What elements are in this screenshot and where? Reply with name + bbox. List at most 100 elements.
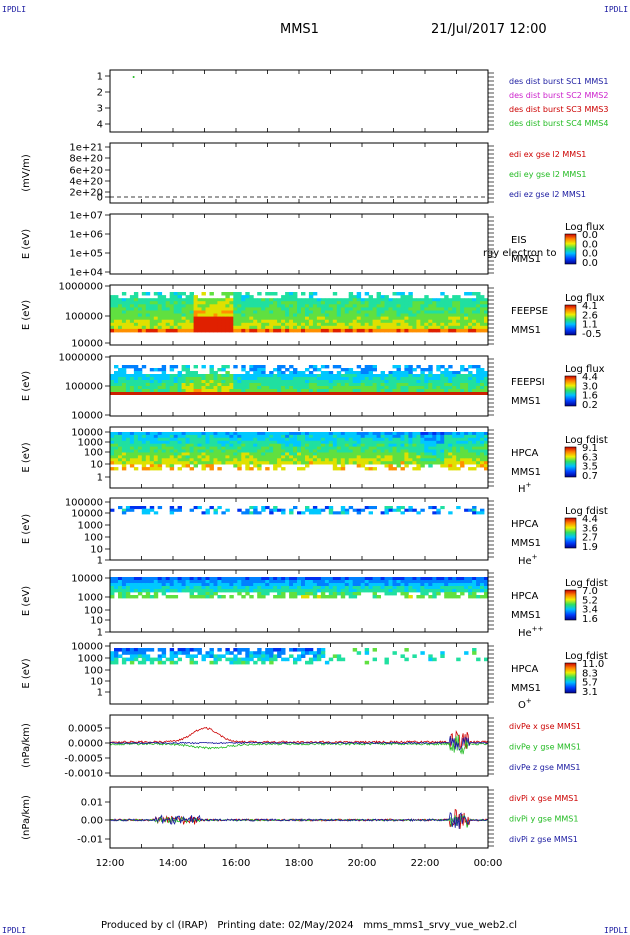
spectrogram-cell (193, 464, 198, 468)
spectrogram-cell (285, 437, 290, 442)
spectrogram-cell (340, 298, 346, 302)
spectrogram-cell (261, 386, 266, 390)
spectrogram-cell (316, 455, 322, 459)
spectrogram-cell (141, 648, 147, 652)
spectrogram-cell (161, 383, 167, 387)
spectrogram-cell (118, 322, 123, 327)
spectrogram-cell (269, 386, 274, 390)
spectrogram-cell (308, 377, 314, 381)
spectrogram-cell (161, 654, 167, 658)
spectrogram-cell (312, 328, 318, 333)
spectrogram-cell (424, 583, 429, 587)
x-tick-label: 00:00 (474, 858, 503, 869)
spectrogram-cell (308, 586, 314, 590)
spectrogram-cell (213, 377, 218, 381)
spectrogram-cell (133, 449, 139, 453)
spectrogram-cell (261, 298, 266, 302)
spectrogram-cell (185, 458, 190, 462)
spectrogram-cell (193, 383, 198, 387)
spectrogram-cell (404, 295, 409, 299)
spectrogram-cell (360, 386, 366, 390)
spectrogram-cell (125, 455, 131, 459)
spectrogram-cell (114, 583, 119, 587)
spectrogram-cell (328, 383, 334, 387)
spectrogram-cell (436, 383, 441, 387)
spectrogram-cell (412, 508, 417, 512)
spectrogram-cell (396, 508, 401, 512)
spectrogram-cell (452, 380, 457, 384)
spectrogram-cell (257, 511, 262, 515)
spectrogram-cell (197, 455, 202, 459)
spectrogram-cell (225, 322, 230, 327)
spectrogram-cell (456, 458, 461, 462)
spectrogram-cell (360, 325, 366, 330)
spectrogram-cell (209, 328, 214, 333)
spectrogram-cell (205, 654, 210, 658)
spectrogram-cell (460, 464, 465, 468)
spectrogram-cell (368, 577, 373, 581)
spectrogram-cell (253, 319, 258, 324)
spectrogram-cell (177, 506, 182, 510)
spectrogram-cell (396, 298, 401, 302)
spectrogram-cell (277, 589, 282, 593)
spectrogram-cell (480, 368, 485, 372)
spectrogram-cell (336, 440, 342, 445)
spectrogram-cell (440, 374, 445, 378)
spectrogram-cell (476, 304, 481, 308)
spectrogram-cell (336, 437, 342, 442)
spectrogram-cell (161, 313, 167, 317)
spectrogram-cell (137, 328, 143, 333)
spectrogram-cell (404, 461, 409, 465)
instrument-label: HPCA (511, 448, 539, 459)
spectrogram-cell (408, 452, 413, 456)
spectrogram-cell (408, 316, 413, 321)
spectrogram-cell (261, 461, 266, 465)
spectrogram-cell (153, 319, 159, 324)
spectrogram-cell (316, 449, 322, 453)
spectrogram-cell (225, 648, 230, 652)
spectrogram-cell (460, 377, 465, 381)
spectrogram-cell (316, 595, 322, 599)
spectrogram-cell (185, 319, 190, 324)
spectrogram-cell (340, 508, 346, 512)
spectrogram-cell (253, 461, 258, 465)
spectrogram-cell (137, 437, 143, 442)
spectrogram-cell (472, 648, 477, 652)
spectrogram-cell (201, 432, 206, 436)
spectrogram-cell (424, 434, 429, 439)
spectrogram-cell (129, 508, 135, 512)
spectrogram-cell (316, 432, 322, 436)
spectrogram-cell (249, 389, 254, 393)
spectrogram-cell (261, 377, 266, 381)
y-tick-label: 1 (97, 556, 103, 567)
spectrogram-cell (229, 298, 234, 302)
spectrogram-cell (312, 458, 318, 462)
spectrogram-cell (456, 310, 461, 314)
colorbar-tick-label: 5.7 (582, 678, 598, 689)
spectrogram-cell (153, 374, 159, 378)
spectrogram-cell (344, 461, 350, 465)
spectrogram-cell (257, 304, 262, 308)
spectrogram-cell (201, 583, 206, 587)
spectrogram-cell (364, 383, 370, 387)
spectrogram-cell (229, 583, 234, 587)
spectrogram-cell (118, 452, 123, 456)
spectrogram-cell (161, 592, 167, 596)
spectrogram-cell (340, 657, 346, 662)
spectrogram-cell (364, 589, 370, 593)
spectrogram-cell (424, 446, 429, 450)
spectrogram-cell (125, 657, 131, 662)
spectrogram-cell (129, 595, 135, 599)
spectrogram-cell (348, 322, 354, 327)
spectrogram-cell (149, 307, 155, 311)
spectrogram-cell (118, 461, 123, 465)
spectrogram-cell (201, 511, 206, 515)
spectrogram-cell (205, 443, 210, 447)
spectrogram-cell (340, 589, 346, 593)
spectrogram-cell (336, 374, 342, 378)
spectrogram-cell (281, 580, 286, 584)
spectrogram-cell (261, 301, 266, 305)
spectrogram-cell (336, 389, 342, 393)
spectrogram-cell (193, 595, 198, 599)
spectrogram-cell (308, 458, 314, 462)
